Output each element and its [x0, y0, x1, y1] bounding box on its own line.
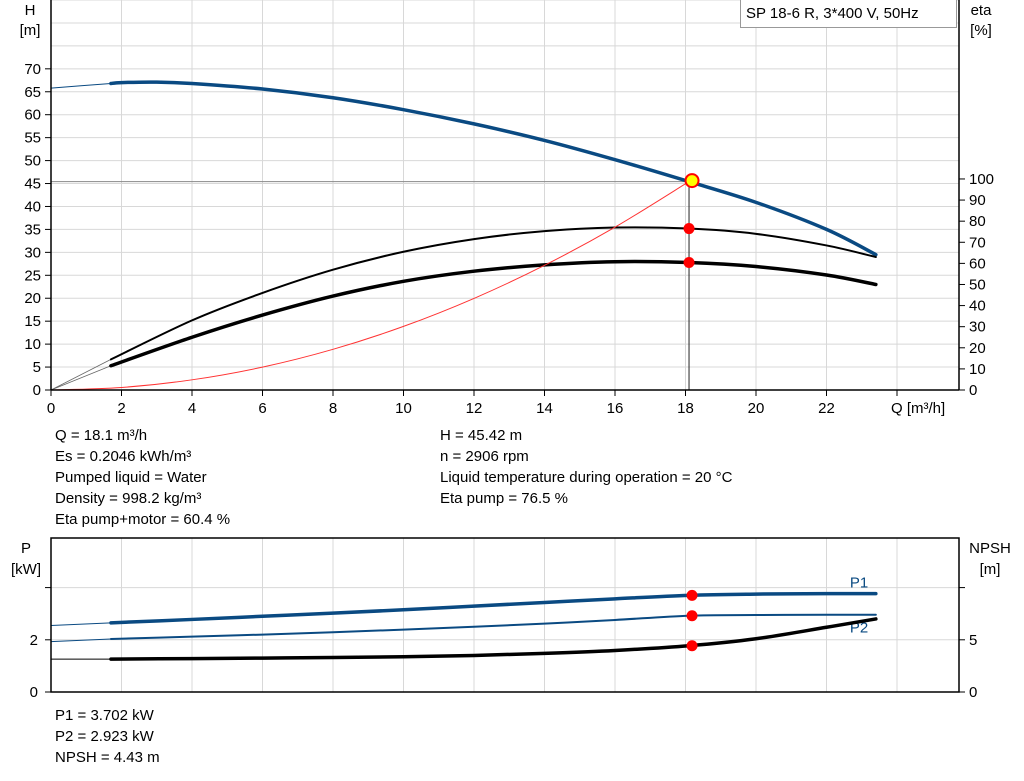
y-axis-unit: [kW] — [11, 561, 41, 578]
eta-pump-duty-point — [683, 223, 695, 235]
y-tick-label: 55 — [24, 130, 41, 147]
p1-label: P1 — [850, 575, 868, 592]
p1-duty-point — [686, 589, 698, 601]
p2-curve-extension — [50, 638, 111, 643]
head-duty-point — [684, 173, 700, 189]
y-tick-label: 35 — [24, 221, 41, 238]
info-npsh: NPSH = 4.43 m — [55, 749, 160, 766]
p2-curve — [109, 613, 877, 641]
y2-tick-label: 60 — [969, 255, 986, 272]
y-tick-label: 45 — [24, 176, 41, 193]
y-tick-label: 0 — [30, 684, 38, 701]
x-tick-label: 8 — [329, 400, 337, 417]
y-axis-unit: [m] — [20, 22, 41, 39]
info-energy: Es = 0.2046 kWh/m³ — [55, 448, 192, 465]
y2-tick-label: 50 — [969, 276, 986, 293]
y-axis-label: H — [25, 2, 36, 19]
info-flow: Q = 18.1 m³/h — [55, 427, 148, 444]
y2-tick-label: 10 — [969, 361, 986, 378]
npsh-curve — [109, 617, 878, 661]
x-tick-label: 0 — [47, 400, 55, 417]
pump-model-legend: SP 18-6 R, 3*400 V, 50Hz — [740, 0, 957, 28]
info-right: H = 45.42 m n = 2906 rpm Liquid temperat… — [440, 425, 732, 509]
y-tick-label: 65 — [24, 84, 41, 101]
x-tick-label: 6 — [258, 400, 266, 417]
info-density: Density = 998.2 kg/m³ — [55, 490, 202, 507]
x-tick-label: 22 — [818, 400, 835, 417]
x-tick-label: 4 — [188, 400, 196, 417]
y-tick-label: 50 — [24, 153, 41, 170]
y-tick-label: 2 — [30, 632, 38, 649]
eta_pump-curve-extension — [50, 359, 112, 391]
info-head: H = 45.42 m — [440, 427, 523, 444]
x-axis-label: Q [m³/h] — [891, 400, 945, 417]
info-bottom: P1 = 3.702 kW P2 = 2.923 kW NPSH = 4.43 … — [55, 705, 160, 768]
y2-axis-label: NPSH — [969, 540, 1011, 557]
head-curve — [109, 80, 878, 257]
y2-tick-label: 20 — [969, 340, 986, 357]
eta_pump_motor-curve-extension — [50, 365, 112, 391]
y2-tick-label: 70 — [969, 234, 986, 251]
system-curve — [50, 181, 690, 391]
info-liquid: Pumped liquid = Water — [55, 469, 207, 486]
x-tick-label: 2 — [117, 400, 125, 417]
y-tick-label: 30 — [24, 244, 41, 261]
power-plot-frame — [50, 537, 960, 693]
info-eta-pump: Eta pump = 76.5 % — [440, 490, 568, 507]
y-tick-label: 25 — [24, 267, 41, 284]
y-tick-label: 60 — [24, 107, 41, 124]
info-p2: P2 = 2.923 kW — [55, 728, 154, 745]
p2-duty-point — [686, 610, 698, 622]
x-tick-label: 20 — [748, 400, 765, 417]
x-tick-label: 18 — [677, 400, 694, 417]
y2-tick-label: 90 — [969, 192, 986, 209]
x-tick-label: 16 — [607, 400, 624, 417]
eta_pump-curve — [109, 226, 877, 361]
y-axis-label: P — [21, 540, 31, 557]
y-tick-label: 70 — [24, 61, 41, 78]
eta_pump_motor-curve — [109, 259, 878, 368]
x-tick-label: 12 — [466, 400, 483, 417]
y2-tick-label: 0 — [969, 684, 977, 701]
y2-tick-label: 5 — [969, 632, 977, 649]
y2-axis-unit: [%] — [970, 22, 992, 39]
p1-curve — [109, 591, 878, 625]
info-eta-pump-motor: Eta pump+motor = 60.4 % — [55, 511, 231, 528]
x-tick-label: 14 — [536, 400, 553, 417]
y2-tick-label: 80 — [969, 213, 986, 230]
npsh-duty-point — [686, 640, 698, 652]
y-tick-label: 10 — [24, 336, 41, 353]
y2-axis-label: eta — [971, 2, 993, 19]
y2-axis-unit: [m] — [980, 561, 1001, 578]
y2-tick-label: 40 — [969, 298, 986, 315]
y2-tick-label: 100 — [969, 171, 994, 188]
info-temperature: Liquid temperature during operation = 20… — [440, 469, 733, 486]
y-tick-label: 20 — [24, 290, 41, 307]
y-tick-label: 0 — [33, 382, 41, 399]
y2-tick-label: 0 — [969, 382, 977, 399]
y-tick-label: 40 — [24, 198, 41, 215]
p1-curve-extension — [50, 622, 111, 626]
y-tick-label: 5 — [33, 359, 41, 376]
eta-pump-motor-duty-point — [683, 257, 695, 269]
x-tick-label: 10 — [395, 400, 412, 417]
y-tick-label: 15 — [24, 313, 41, 330]
head-curve-extension — [50, 83, 111, 89]
y2-tick-label: 30 — [969, 319, 986, 336]
info-speed: n = 2906 rpm — [440, 448, 529, 465]
info-p1: P1 = 3.702 kW — [55, 707, 154, 724]
info-left: Q = 18.1 m³/h Es = 0.2046 kWh/m³ Pumped … — [55, 425, 230, 530]
